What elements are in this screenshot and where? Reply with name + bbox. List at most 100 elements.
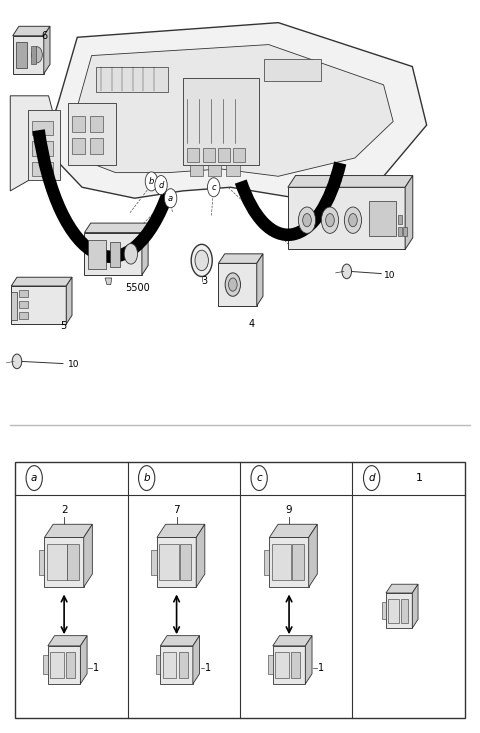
Bar bbox=[157, 537, 196, 587]
Bar bbox=[275, 652, 289, 678]
Polygon shape bbox=[44, 26, 50, 74]
Circle shape bbox=[348, 213, 357, 226]
Bar bbox=[19, 301, 28, 308]
Bar bbox=[84, 232, 142, 275]
Text: d: d bbox=[368, 473, 375, 483]
Polygon shape bbox=[84, 524, 92, 587]
Bar bbox=[156, 655, 160, 674]
Bar bbox=[226, 165, 240, 176]
Bar bbox=[233, 149, 245, 162]
Bar bbox=[48, 646, 80, 684]
Bar bbox=[386, 593, 412, 628]
Circle shape bbox=[26, 465, 42, 490]
Polygon shape bbox=[10, 96, 58, 191]
Text: 5500: 5500 bbox=[125, 283, 149, 293]
Polygon shape bbox=[66, 277, 72, 324]
Circle shape bbox=[325, 213, 334, 226]
Bar bbox=[72, 139, 85, 155]
Circle shape bbox=[303, 213, 312, 226]
Text: 1: 1 bbox=[93, 663, 99, 673]
Text: a: a bbox=[31, 473, 37, 483]
Polygon shape bbox=[84, 223, 148, 232]
Text: 5: 5 bbox=[60, 321, 67, 331]
Bar bbox=[398, 227, 402, 236]
Polygon shape bbox=[305, 636, 312, 684]
Bar bbox=[269, 537, 309, 587]
Polygon shape bbox=[48, 636, 87, 646]
Bar bbox=[401, 599, 408, 623]
Bar bbox=[11, 286, 66, 324]
Text: 8: 8 bbox=[336, 175, 342, 185]
Bar bbox=[272, 544, 291, 580]
Bar bbox=[110, 242, 120, 267]
Bar bbox=[28, 111, 60, 180]
Polygon shape bbox=[218, 254, 263, 263]
Text: d: d bbox=[158, 180, 164, 190]
Text: 3: 3 bbox=[201, 276, 207, 286]
Circle shape bbox=[155, 175, 167, 194]
Bar bbox=[159, 544, 179, 580]
Polygon shape bbox=[405, 175, 413, 249]
Text: 9: 9 bbox=[286, 504, 292, 515]
Circle shape bbox=[124, 243, 138, 264]
Bar bbox=[90, 117, 103, 133]
Bar bbox=[67, 544, 79, 580]
Bar bbox=[45, 537, 84, 587]
Bar bbox=[291, 652, 300, 678]
Bar bbox=[264, 550, 269, 575]
Bar bbox=[90, 139, 103, 155]
Bar bbox=[160, 646, 193, 684]
Text: 1: 1 bbox=[416, 473, 423, 483]
Bar bbox=[398, 215, 402, 224]
Bar bbox=[218, 263, 257, 306]
Bar bbox=[190, 165, 203, 176]
Polygon shape bbox=[77, 45, 393, 176]
Bar bbox=[15, 462, 465, 718]
Bar bbox=[43, 655, 48, 674]
Circle shape bbox=[363, 465, 380, 490]
Bar bbox=[68, 103, 116, 166]
Circle shape bbox=[342, 264, 351, 279]
Bar bbox=[388, 599, 399, 623]
Circle shape bbox=[344, 207, 361, 233]
Bar bbox=[47, 544, 67, 580]
Circle shape bbox=[251, 465, 267, 490]
Polygon shape bbox=[386, 584, 418, 593]
Bar bbox=[264, 59, 322, 81]
Circle shape bbox=[139, 465, 155, 490]
Bar bbox=[180, 544, 192, 580]
Bar bbox=[403, 227, 407, 236]
Circle shape bbox=[228, 278, 237, 291]
Bar bbox=[292, 544, 304, 580]
Bar bbox=[203, 149, 215, 162]
Bar bbox=[88, 240, 107, 269]
Polygon shape bbox=[193, 636, 200, 684]
Bar bbox=[32, 141, 53, 156]
Bar bbox=[273, 646, 305, 684]
Bar bbox=[208, 165, 221, 176]
Bar bbox=[19, 290, 28, 297]
Circle shape bbox=[195, 250, 208, 270]
Polygon shape bbox=[45, 524, 92, 537]
Bar bbox=[288, 187, 405, 249]
Circle shape bbox=[299, 207, 316, 233]
Bar bbox=[187, 149, 199, 162]
Bar bbox=[39, 550, 45, 575]
Bar bbox=[32, 121, 53, 136]
Bar bbox=[163, 652, 176, 678]
Polygon shape bbox=[273, 636, 312, 646]
Bar bbox=[268, 655, 273, 674]
Polygon shape bbox=[196, 524, 205, 587]
Bar bbox=[12, 36, 44, 74]
Circle shape bbox=[164, 188, 177, 207]
Bar bbox=[16, 42, 26, 68]
Polygon shape bbox=[288, 175, 413, 187]
Bar bbox=[72, 117, 85, 133]
Bar bbox=[382, 602, 386, 619]
Text: 10: 10 bbox=[68, 360, 79, 369]
Circle shape bbox=[12, 354, 22, 369]
Bar bbox=[11, 292, 17, 320]
Polygon shape bbox=[412, 584, 418, 628]
Text: 7: 7 bbox=[173, 504, 180, 515]
Bar bbox=[218, 149, 230, 162]
